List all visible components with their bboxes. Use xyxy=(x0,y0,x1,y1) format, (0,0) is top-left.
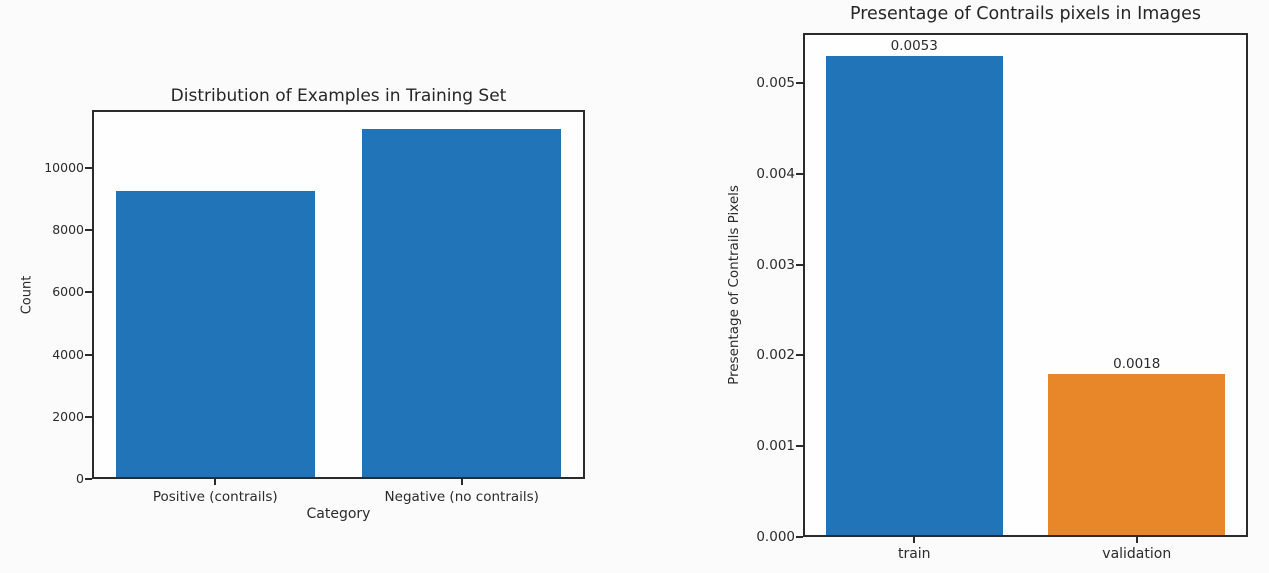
y-tick-mark xyxy=(796,172,803,175)
y-tick-mark xyxy=(85,229,92,232)
bar xyxy=(825,55,1003,537)
x-tick-label: validation xyxy=(1102,546,1172,562)
bar xyxy=(115,191,315,479)
y-tick-label: 0.003 xyxy=(756,256,795,273)
y-tick-mark xyxy=(796,445,803,448)
bar-value-label: 0.0053 xyxy=(890,37,938,54)
x-tick-label: Positive (contrails) xyxy=(152,489,278,505)
x-tick-mark xyxy=(1135,537,1138,543)
y-tick-label: 8000 xyxy=(52,222,84,238)
x-tick-mark xyxy=(913,537,916,543)
y-tick-mark xyxy=(796,263,803,266)
y-tick-label: 0.000 xyxy=(756,529,795,545)
y-tick-label: 6000 xyxy=(52,284,84,300)
x-axis-label-left: Category xyxy=(306,506,371,522)
x-tick-mark xyxy=(214,479,217,485)
chart-title-left: Distribution of Examples in Training Set xyxy=(170,86,507,106)
bar xyxy=(362,129,562,479)
y-tick-mark xyxy=(796,536,803,538)
y-tick-mark xyxy=(85,353,92,356)
y-tick-mark xyxy=(85,291,92,294)
y-tick-label: 2000 xyxy=(52,408,84,424)
y-tick-label: 0 xyxy=(76,471,84,486)
x-tick-label: Negative (no contrails) xyxy=(384,489,539,505)
y-tick-mark xyxy=(796,81,803,84)
y-tick-mark xyxy=(85,167,92,170)
chart-title-right: Presentage of Contrails pixels in Images xyxy=(850,4,1201,24)
y-tick-mark xyxy=(796,354,803,357)
y-tick-label: 10000 xyxy=(44,160,84,176)
y-tick-mark xyxy=(85,415,92,418)
x-tick-mark xyxy=(460,479,463,485)
bar-value-label: 0.0018 xyxy=(1113,355,1161,372)
bar xyxy=(1048,373,1226,537)
y-tick-label: 0.001 xyxy=(756,438,795,455)
y-tick-label: 4000 xyxy=(52,346,84,362)
y-tick-label: 0.002 xyxy=(756,347,795,364)
y-tick-label: 0.005 xyxy=(756,74,795,91)
y-tick-mark xyxy=(85,478,92,480)
y-tick-label: 0.004 xyxy=(756,165,795,182)
x-tick-label: train xyxy=(897,546,931,562)
